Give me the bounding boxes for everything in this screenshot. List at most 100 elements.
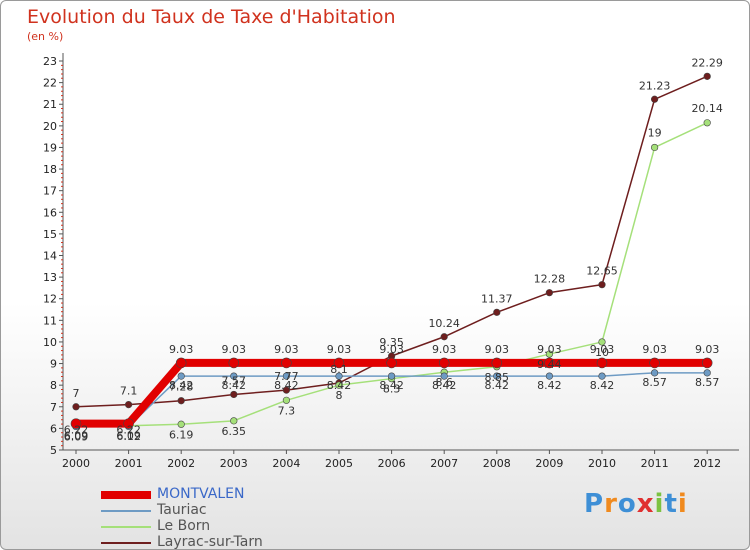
data-label: 6.09 xyxy=(64,429,89,442)
x-tick-label: 2010 xyxy=(588,457,616,470)
data-label: 6.22 xyxy=(64,424,89,437)
legend-swatch xyxy=(101,526,151,528)
data-label: 8.6 xyxy=(435,376,453,389)
data-label: 22.29 xyxy=(691,56,723,69)
data-label: 7.3 xyxy=(278,404,296,417)
logo-letter: r xyxy=(604,489,618,519)
y-tick-label: 22 xyxy=(43,77,57,90)
legend-label: Tauriac xyxy=(157,502,207,518)
data-label: 12.65 xyxy=(586,265,618,278)
data-point xyxy=(650,95,659,103)
data-point xyxy=(72,403,80,411)
data-label: 9.03 xyxy=(169,343,194,356)
data-point xyxy=(650,369,659,377)
data-point xyxy=(545,350,554,358)
data-label: 9.03 xyxy=(642,343,667,356)
y-tick-label: 6 xyxy=(50,422,57,435)
y-tick-label: 16 xyxy=(43,206,57,219)
data-point xyxy=(596,357,608,369)
data-point xyxy=(649,357,660,369)
data-point xyxy=(123,418,134,429)
y-tick-label: 13 xyxy=(43,271,57,284)
data-label: 9.03 xyxy=(222,343,247,356)
data-point xyxy=(701,357,713,369)
data-label: 8.1 xyxy=(330,363,348,376)
data-label: 8.85 xyxy=(485,371,510,384)
data-label: 8.42 xyxy=(222,379,247,392)
data-label: 10 xyxy=(595,346,609,359)
data-label: 8 xyxy=(336,389,343,402)
data-label: 8.42 xyxy=(379,379,404,392)
data-point xyxy=(124,401,133,409)
x-tick-label: 2011 xyxy=(641,457,669,470)
y-tick-label: 11 xyxy=(43,314,57,327)
proxiti-logo: Proxiti xyxy=(584,489,688,519)
data-point xyxy=(598,372,606,380)
data-label: 7 xyxy=(73,387,80,400)
data-point xyxy=(650,143,659,152)
y-tick-label: 14 xyxy=(43,250,57,263)
data-label: 8.3 xyxy=(383,383,401,396)
logo-letter: i xyxy=(654,489,665,519)
data-label: 10.24 xyxy=(428,317,460,330)
chart-title: Evolution du Taux de Taxe d'Habitation xyxy=(27,6,396,28)
data-point xyxy=(282,372,291,380)
data-label: 9.03 xyxy=(379,343,404,356)
data-point xyxy=(440,333,448,341)
legend-label: Layrac-sur-Tarn xyxy=(157,534,263,550)
data-point xyxy=(703,369,711,377)
data-label: 7.28 xyxy=(169,381,194,394)
y-tick-label: 21 xyxy=(43,98,57,111)
data-point xyxy=(335,372,343,380)
y-tick-label: 19 xyxy=(43,141,57,154)
y-tick-label: 15 xyxy=(43,228,57,241)
data-label: 6.09 xyxy=(116,429,141,442)
data-label: 8.57 xyxy=(642,376,667,389)
legend-label: Le Born xyxy=(157,518,211,534)
logo-letter: o xyxy=(617,489,637,519)
data-point xyxy=(281,357,292,369)
data-label: 7.57 xyxy=(222,374,247,387)
data-point xyxy=(545,372,554,380)
data-point xyxy=(544,357,555,369)
data-point xyxy=(177,397,185,405)
data-point xyxy=(333,357,345,369)
y-tick-label: 20 xyxy=(43,120,57,133)
y-tick-label: 17 xyxy=(43,185,57,198)
data-label: 8.42 xyxy=(537,379,562,392)
data-point xyxy=(703,72,711,80)
data-point xyxy=(703,119,711,127)
y-tick-label: 12 xyxy=(43,293,57,306)
data-point xyxy=(175,357,187,369)
data-label: 7.1 xyxy=(120,385,138,398)
data-label: 12.28 xyxy=(534,273,566,286)
y-tick-label: 23 xyxy=(43,55,57,68)
data-label: 9.03 xyxy=(485,343,510,356)
x-tick-label: 2001 xyxy=(115,457,143,470)
x-tick-label: 2008 xyxy=(483,457,511,470)
data-point xyxy=(491,357,503,369)
data-point xyxy=(282,396,291,404)
data-label: 6.35 xyxy=(222,425,247,438)
data-point xyxy=(282,386,291,394)
data-label: 8.42 xyxy=(327,379,352,392)
y-tick-label: 9 xyxy=(50,358,57,371)
data-label: 9.03 xyxy=(590,343,615,356)
data-label: 8.42 xyxy=(590,379,615,392)
data-label: 8.42 xyxy=(274,379,299,392)
x-tick-label: 2007 xyxy=(430,457,458,470)
data-label: 6.09 xyxy=(64,430,89,443)
data-label: 8.42 xyxy=(485,379,510,392)
logo-letter: t xyxy=(664,489,678,519)
data-label: 21.23 xyxy=(639,79,671,92)
data-point xyxy=(230,372,238,380)
data-point xyxy=(230,417,238,425)
data-label: 6.12 xyxy=(116,430,141,443)
legend-swatch xyxy=(101,510,151,512)
data-label: 6.22 xyxy=(116,424,141,437)
data-label: 6.19 xyxy=(169,428,194,441)
data-point xyxy=(388,372,396,380)
data-point xyxy=(598,338,606,346)
